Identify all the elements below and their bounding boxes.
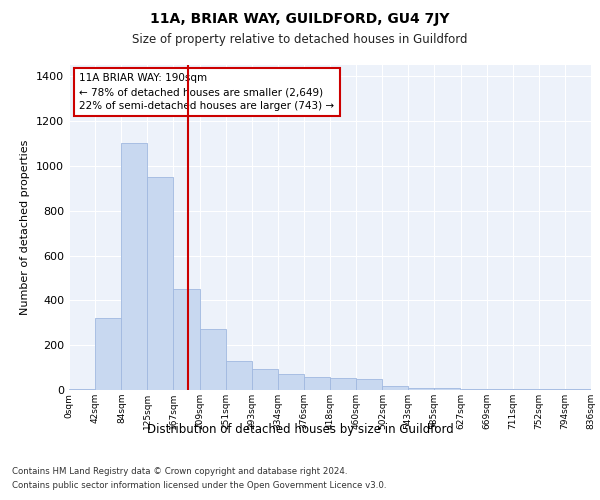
Bar	[95, 318, 121, 390]
Bar	[382, 386, 408, 390]
Bar	[487, 389, 513, 390]
Bar	[461, 389, 487, 390]
Text: Contains HM Land Registry data © Crown copyright and database right 2024.: Contains HM Land Registry data © Crown c…	[12, 468, 347, 476]
Bar	[330, 378, 356, 390]
Text: 11A, BRIAR WAY, GUILDFORD, GU4 7JY: 11A, BRIAR WAY, GUILDFORD, GU4 7JY	[150, 12, 450, 26]
Text: Size of property relative to detached houses in Guildford: Size of property relative to detached ho…	[132, 32, 468, 46]
Bar	[304, 376, 330, 390]
Text: 11A BRIAR WAY: 190sqm
← 78% of detached houses are smaller (2,649)
22% of semi-d: 11A BRIAR WAY: 190sqm ← 78% of detached …	[79, 73, 335, 111]
Text: Contains public sector information licensed under the Open Government Licence v3: Contains public sector information licen…	[12, 481, 386, 490]
Bar	[278, 374, 304, 390]
Bar	[252, 368, 278, 390]
Bar	[173, 289, 199, 390]
Bar	[199, 330, 226, 390]
Bar	[121, 144, 147, 390]
Y-axis label: Number of detached properties: Number of detached properties	[20, 140, 31, 315]
Bar	[356, 379, 382, 390]
Bar	[408, 388, 434, 390]
Bar	[226, 361, 252, 390]
Bar	[69, 389, 95, 390]
Bar	[147, 177, 173, 390]
Text: Distribution of detached houses by size in Guildford: Distribution of detached houses by size …	[146, 422, 454, 436]
Bar	[434, 388, 461, 390]
